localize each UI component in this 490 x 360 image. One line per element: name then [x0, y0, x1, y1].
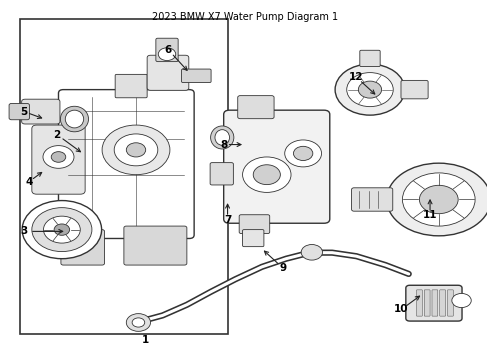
Circle shape: [358, 81, 382, 98]
Text: 8: 8: [220, 140, 227, 149]
Circle shape: [126, 314, 150, 331]
Circle shape: [243, 157, 291, 192]
FancyBboxPatch shape: [432, 290, 438, 316]
Circle shape: [452, 293, 471, 307]
FancyBboxPatch shape: [115, 75, 147, 98]
Circle shape: [419, 185, 458, 214]
FancyBboxPatch shape: [124, 226, 187, 265]
FancyBboxPatch shape: [9, 103, 29, 120]
Text: 12: 12: [349, 72, 364, 82]
Circle shape: [285, 140, 321, 167]
Circle shape: [54, 224, 70, 235]
Ellipse shape: [387, 163, 490, 236]
FancyBboxPatch shape: [243, 230, 264, 247]
FancyBboxPatch shape: [147, 55, 189, 90]
FancyBboxPatch shape: [360, 50, 380, 67]
Circle shape: [301, 244, 322, 260]
FancyBboxPatch shape: [424, 290, 430, 316]
Text: 9: 9: [279, 263, 286, 273]
FancyBboxPatch shape: [156, 38, 178, 62]
FancyBboxPatch shape: [447, 290, 453, 316]
FancyBboxPatch shape: [406, 285, 462, 321]
FancyBboxPatch shape: [416, 290, 422, 316]
Text: 3: 3: [21, 226, 28, 237]
FancyBboxPatch shape: [223, 110, 330, 223]
Ellipse shape: [60, 106, 89, 132]
Circle shape: [294, 146, 313, 161]
Text: 2: 2: [53, 130, 61, 140]
Text: 1: 1: [142, 335, 149, 345]
Circle shape: [22, 201, 101, 259]
Text: 4: 4: [25, 177, 33, 187]
Circle shape: [43, 145, 74, 168]
FancyBboxPatch shape: [440, 290, 445, 316]
FancyBboxPatch shape: [61, 230, 104, 265]
Text: 11: 11: [423, 211, 437, 220]
Circle shape: [32, 208, 92, 252]
Text: 7: 7: [224, 215, 231, 225]
Circle shape: [158, 48, 176, 60]
FancyBboxPatch shape: [238, 96, 274, 119]
Ellipse shape: [215, 130, 229, 145]
Circle shape: [114, 134, 158, 166]
Ellipse shape: [65, 110, 84, 128]
Text: 5: 5: [21, 107, 28, 117]
Circle shape: [44, 216, 80, 243]
Text: 2023 BMW X7 Water Pump Diagram 1: 2023 BMW X7 Water Pump Diagram 1: [152, 12, 338, 22]
Circle shape: [132, 318, 145, 327]
FancyBboxPatch shape: [22, 99, 60, 124]
FancyBboxPatch shape: [401, 80, 428, 99]
Ellipse shape: [211, 126, 234, 149]
Bar: [20, 19, 228, 334]
FancyBboxPatch shape: [210, 163, 233, 185]
FancyBboxPatch shape: [58, 90, 194, 238]
FancyBboxPatch shape: [239, 215, 270, 234]
Circle shape: [102, 125, 170, 175]
FancyBboxPatch shape: [181, 69, 211, 82]
Text: 6: 6: [165, 45, 172, 55]
Circle shape: [402, 173, 475, 226]
FancyBboxPatch shape: [32, 125, 85, 194]
Text: 10: 10: [394, 304, 409, 314]
Circle shape: [347, 73, 393, 107]
Circle shape: [253, 165, 280, 185]
Circle shape: [126, 143, 146, 157]
Circle shape: [51, 152, 66, 162]
Circle shape: [335, 64, 405, 115]
FancyBboxPatch shape: [352, 188, 393, 211]
